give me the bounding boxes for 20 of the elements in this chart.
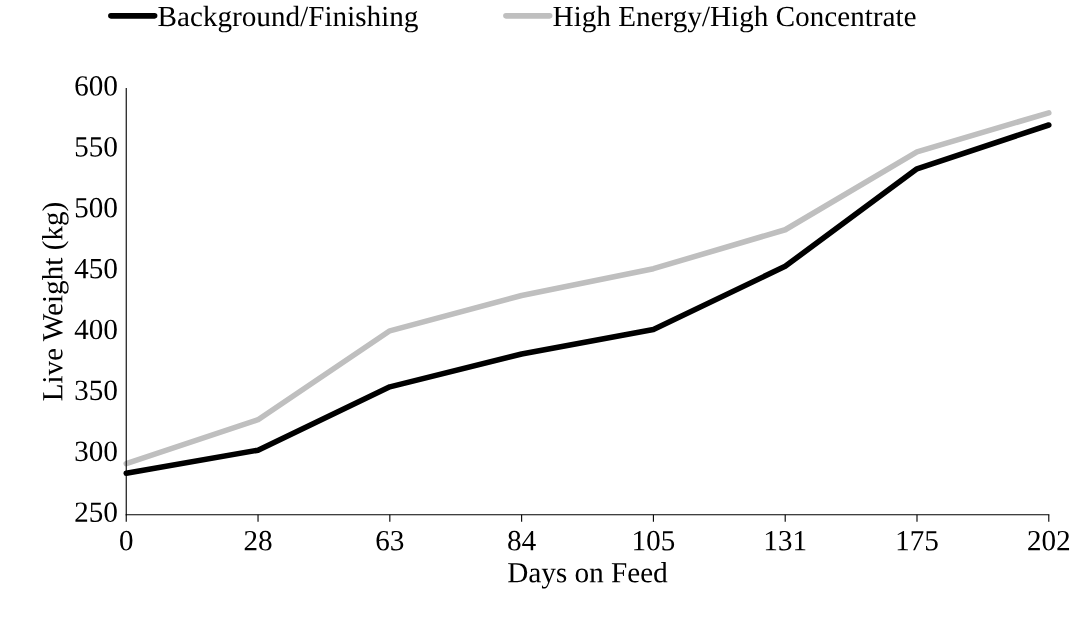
x-tick-label: 202 xyxy=(1028,530,1070,551)
x-tick-label: 175 xyxy=(897,530,938,551)
y-tick-label: 400 xyxy=(74,319,117,340)
y-axis-title: Live Weight (kg) xyxy=(42,203,69,401)
x-tick-label: 131 xyxy=(765,530,806,551)
legend-label: High Energy/High Concentrate xyxy=(553,5,916,33)
x-tick-label: 63 xyxy=(376,530,404,551)
x-tick-label: 105 xyxy=(634,530,675,551)
legend-label: Background/Finishing xyxy=(158,5,418,33)
y-tick-label: 450 xyxy=(74,258,117,279)
y-tick-label: 500 xyxy=(75,197,117,218)
y-tick-label: 350 xyxy=(75,380,117,401)
x-tick-label: 28 xyxy=(244,530,272,551)
x-axis-title: Days on Feed xyxy=(508,562,668,589)
y-tick-label: 550 xyxy=(75,136,117,157)
y-tick-label: 300 xyxy=(75,441,117,462)
y-tick-label: 600 xyxy=(75,76,117,96)
x-tick-label: 0 xyxy=(120,530,133,551)
x-tick-label: 84 xyxy=(508,530,536,551)
y-tick-label: 250 xyxy=(75,502,117,523)
